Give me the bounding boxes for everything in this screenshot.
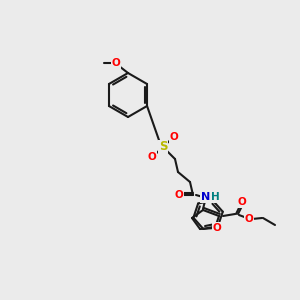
Text: O: O — [169, 132, 178, 142]
Text: H: H — [211, 192, 219, 202]
Text: O: O — [244, 214, 253, 224]
Text: O: O — [148, 152, 156, 162]
Text: O: O — [238, 197, 246, 207]
Text: O: O — [175, 190, 183, 200]
Text: S: S — [159, 140, 167, 154]
Text: N: N — [201, 192, 211, 202]
Text: O: O — [213, 223, 221, 233]
Text: O: O — [112, 58, 120, 68]
